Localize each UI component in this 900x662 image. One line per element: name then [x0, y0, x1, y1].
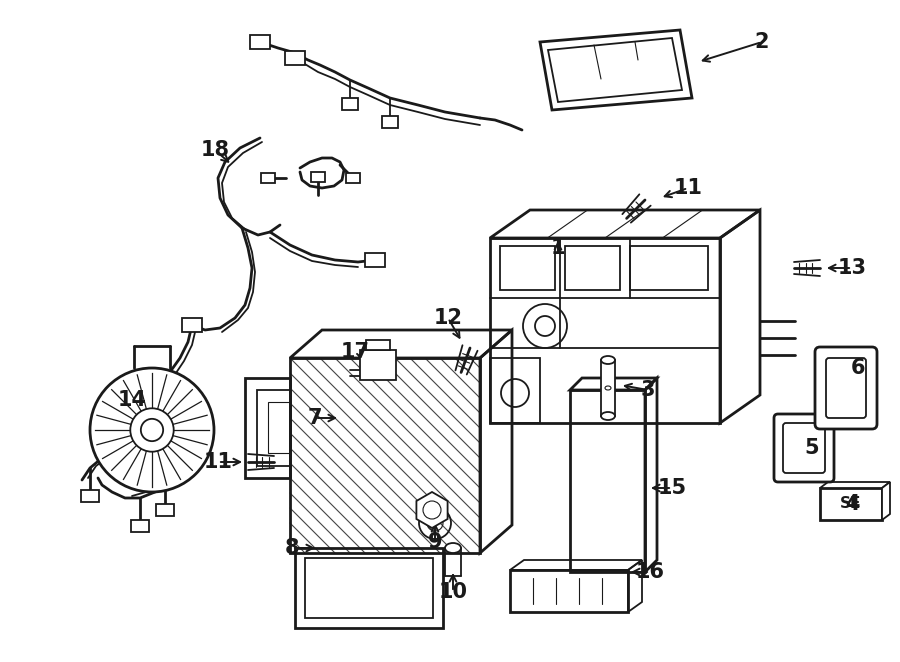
FancyBboxPatch shape: [815, 347, 877, 429]
Circle shape: [423, 501, 441, 519]
Text: 10: 10: [438, 582, 467, 602]
Text: 9: 9: [428, 532, 442, 552]
Ellipse shape: [601, 356, 615, 364]
Text: 16: 16: [635, 562, 664, 582]
Bar: [311, 172, 325, 182]
Ellipse shape: [445, 543, 461, 553]
Text: 3: 3: [641, 380, 655, 400]
Text: 5: 5: [805, 438, 819, 458]
FancyBboxPatch shape: [774, 414, 834, 482]
Bar: [382, 116, 398, 128]
Bar: [250, 35, 270, 49]
Text: 17: 17: [340, 342, 370, 362]
Polygon shape: [366, 340, 390, 350]
Text: 4: 4: [845, 494, 859, 514]
Text: 7: 7: [308, 408, 322, 428]
Circle shape: [130, 408, 174, 451]
Bar: [365, 253, 385, 267]
Polygon shape: [360, 350, 396, 380]
Bar: [285, 51, 305, 65]
Circle shape: [140, 419, 163, 441]
Text: 1: 1: [551, 238, 565, 258]
Circle shape: [90, 368, 214, 492]
Text: 6: 6: [850, 358, 865, 378]
Text: SE: SE: [841, 496, 861, 512]
Text: 18: 18: [201, 140, 230, 160]
Text: 11: 11: [673, 178, 703, 198]
Text: 2: 2: [755, 32, 770, 52]
Bar: [182, 318, 202, 332]
Polygon shape: [820, 482, 890, 488]
Bar: [156, 504, 174, 516]
Text: 14: 14: [118, 390, 147, 410]
Text: 15: 15: [657, 478, 687, 498]
Polygon shape: [882, 482, 890, 520]
Text: 11: 11: [203, 452, 232, 472]
Bar: [342, 98, 358, 110]
Ellipse shape: [601, 412, 615, 420]
Ellipse shape: [605, 386, 611, 390]
Polygon shape: [820, 488, 882, 520]
Bar: [346, 173, 360, 183]
Text: 8: 8: [284, 538, 300, 558]
Text: 12: 12: [434, 308, 463, 328]
Bar: [601, 360, 615, 416]
Text: 13: 13: [838, 258, 867, 278]
Bar: [261, 173, 275, 183]
Bar: [131, 520, 149, 532]
Bar: [81, 490, 99, 502]
Polygon shape: [290, 358, 480, 553]
